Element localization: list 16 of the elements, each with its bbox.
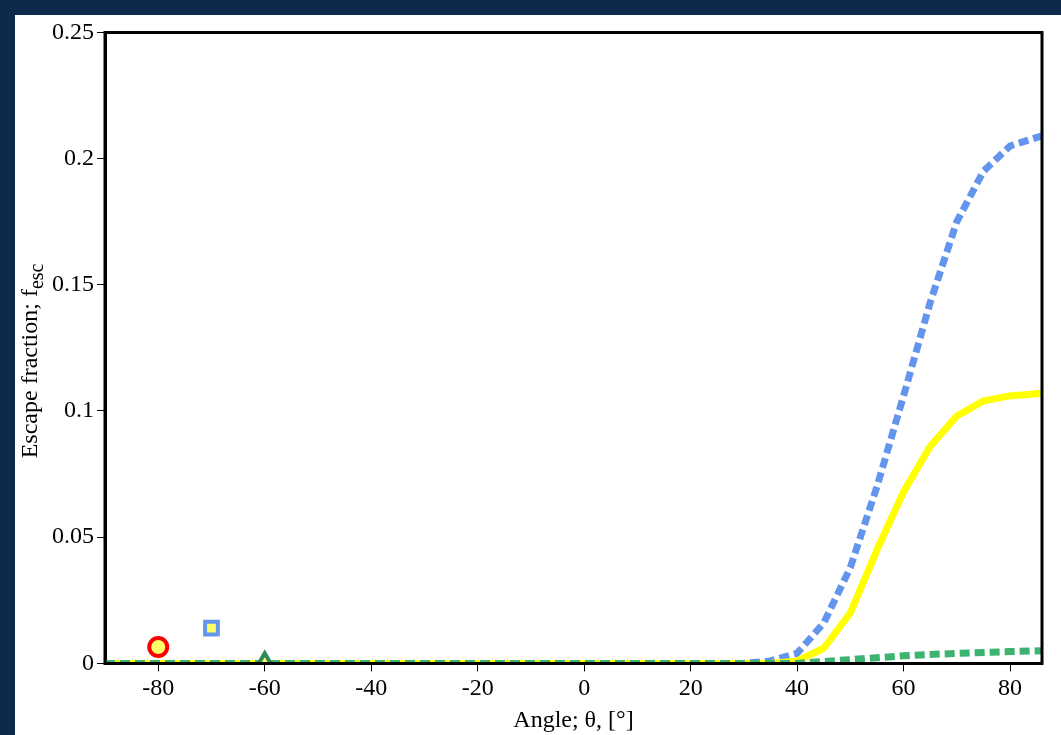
- x-tick-label: -60: [248, 674, 281, 701]
- x-axis-title: Angle; θ, [°]: [513, 705, 634, 732]
- y-tick-label: 0.2: [64, 143, 94, 170]
- x-tick-label: -40: [355, 674, 388, 701]
- y-tick-label: 0.05: [52, 522, 94, 549]
- y-tick-label: 0.1: [64, 396, 94, 423]
- y-tick-label: 0.25: [52, 17, 94, 44]
- x-tick-label: 40: [785, 674, 810, 701]
- y-tick-label: 0: [82, 648, 94, 675]
- x-tick-label: 80: [998, 674, 1023, 701]
- x-tick-label: 0: [578, 674, 591, 701]
- y-tick-label: 0.15: [52, 270, 94, 297]
- x-tick-label: -80: [142, 674, 175, 701]
- x-tick-label: -20: [461, 674, 494, 701]
- x-tick-label: 60: [891, 674, 916, 701]
- x-tick-label: 20: [678, 674, 703, 701]
